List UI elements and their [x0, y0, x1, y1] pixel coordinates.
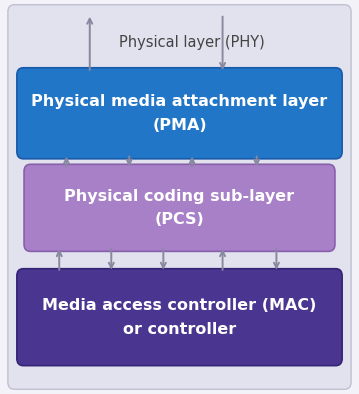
Text: (PMA): (PMA): [152, 118, 207, 134]
FancyBboxPatch shape: [8, 5, 351, 389]
Text: Physical layer (PHY): Physical layer (PHY): [119, 35, 265, 50]
Text: Physical coding sub-layer: Physical coding sub-layer: [64, 189, 295, 204]
FancyBboxPatch shape: [17, 68, 342, 159]
Text: Media access controller (MAC): Media access controller (MAC): [42, 298, 317, 313]
Text: (PCS): (PCS): [155, 212, 204, 227]
Text: Physical media attachment layer: Physical media attachment layer: [31, 94, 328, 109]
Text: or controller: or controller: [123, 322, 236, 337]
FancyBboxPatch shape: [24, 164, 335, 251]
FancyBboxPatch shape: [17, 269, 342, 366]
